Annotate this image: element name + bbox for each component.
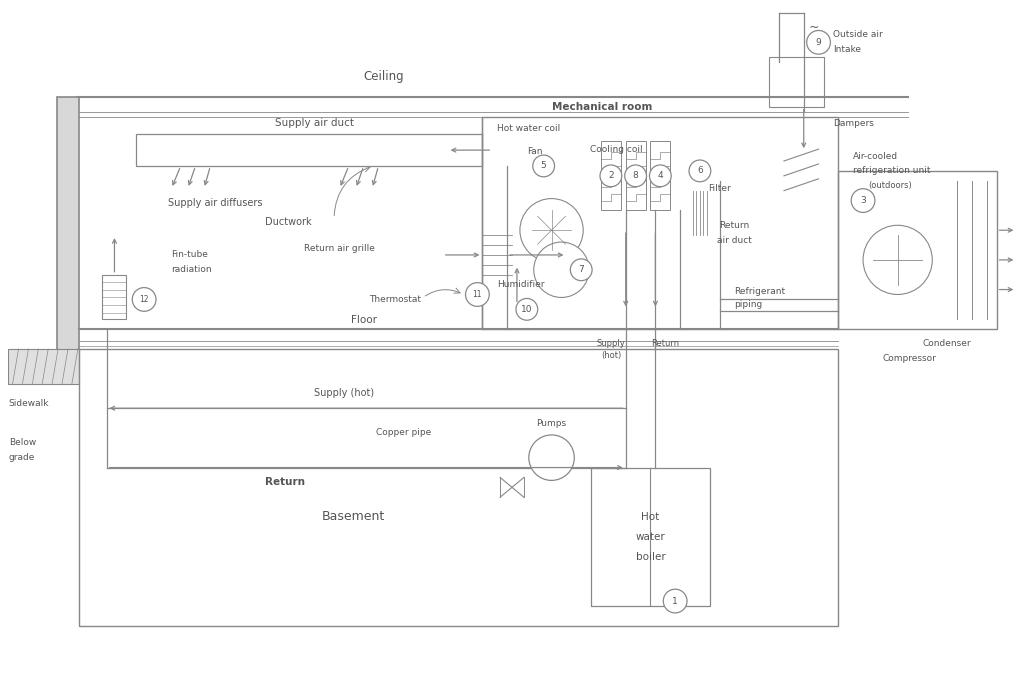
Text: (hot): (hot) [601, 351, 621, 360]
Text: 12: 12 [139, 295, 148, 304]
Bar [79, 349, 839, 626]
Circle shape [534, 242, 589, 298]
Text: Return: Return [651, 340, 679, 348]
Text: Humidifier: Humidifier [498, 280, 545, 289]
Text: Basement: Basement [323, 511, 385, 523]
Circle shape [532, 155, 555, 177]
Text: 5: 5 [541, 161, 547, 170]
Circle shape [863, 225, 932, 294]
Text: Dampers: Dampers [834, 119, 874, 128]
Text: Compressor: Compressor [883, 355, 937, 363]
Circle shape [664, 589, 687, 613]
Text: air duct: air duct [717, 236, 752, 245]
Circle shape [516, 298, 538, 320]
Text: Sidewalk: Sidewalk [8, 399, 49, 407]
Text: Supply (hot): Supply (hot) [313, 388, 374, 399]
Text: 8: 8 [633, 172, 639, 180]
Circle shape [649, 165, 671, 186]
Text: Supply air diffusers: Supply air diffusers [168, 197, 262, 207]
Text: 7: 7 [579, 265, 584, 275]
Bar [626, 141, 645, 210]
Bar [136, 134, 482, 166]
Text: radiation: radiation [171, 265, 212, 275]
Text: Intake: Intake [834, 45, 861, 54]
Text: 9: 9 [816, 38, 821, 47]
Bar [650, 141, 671, 210]
Bar [839, 171, 996, 329]
Circle shape [528, 435, 574, 481]
Circle shape [807, 31, 830, 54]
Text: 4: 4 [657, 172, 664, 180]
Circle shape [132, 287, 156, 311]
Circle shape [625, 165, 646, 186]
Text: 1: 1 [673, 597, 678, 605]
Circle shape [600, 165, 622, 186]
Circle shape [851, 188, 874, 212]
Text: Condenser: Condenser [923, 340, 971, 348]
Text: Ductwork: Ductwork [265, 218, 311, 227]
Text: Pumps: Pumps [537, 418, 566, 428]
Text: Hot: Hot [641, 512, 659, 522]
Text: Mechanical room: Mechanical room [552, 102, 652, 112]
Text: Fan: Fan [526, 146, 543, 156]
Text: Supply air duct: Supply air duct [274, 119, 353, 128]
Text: Hot water coil: Hot water coil [498, 124, 560, 133]
Text: Outside air: Outside air [834, 30, 883, 39]
Circle shape [570, 259, 592, 281]
Circle shape [520, 199, 584, 262]
Text: piping: piping [734, 300, 763, 309]
Text: Copper pipe: Copper pipe [376, 428, 431, 437]
Bar [769, 57, 823, 106]
Text: Refrigerant: Refrigerant [734, 287, 785, 296]
Bar [57, 97, 79, 378]
Text: water: water [636, 532, 666, 542]
Circle shape [689, 160, 711, 182]
Text: Supply: Supply [597, 340, 626, 348]
Bar [591, 468, 710, 606]
Bar [7, 349, 79, 384]
Bar [101, 275, 126, 319]
Text: refrigeration unit: refrigeration unit [853, 166, 931, 176]
Text: Fin-tube: Fin-tube [171, 250, 208, 260]
Text: Return: Return [264, 477, 304, 487]
Text: Ceiling: Ceiling [364, 71, 403, 83]
Text: Cooling coil: Cooling coil [590, 144, 642, 154]
Text: Floor: Floor [350, 315, 377, 325]
Text: 3: 3 [860, 196, 866, 205]
Text: Return air grille: Return air grille [304, 243, 375, 252]
Text: Below: Below [8, 439, 36, 447]
Bar [601, 141, 621, 210]
Text: 11: 11 [473, 290, 482, 299]
Text: 10: 10 [521, 305, 532, 314]
Circle shape [466, 283, 489, 306]
Text: grade: grade [8, 453, 35, 462]
Text: (outdoors): (outdoors) [868, 181, 911, 191]
Text: boiler: boiler [636, 552, 666, 561]
Bar [482, 117, 839, 329]
Text: 2: 2 [608, 172, 613, 180]
Text: Return: Return [720, 221, 750, 230]
Text: 6: 6 [697, 166, 702, 176]
Text: Air-cooled: Air-cooled [853, 152, 898, 161]
Text: Thermostat: Thermostat [369, 295, 421, 304]
Text: Filter: Filter [708, 184, 730, 193]
Text: ~: ~ [809, 21, 819, 34]
